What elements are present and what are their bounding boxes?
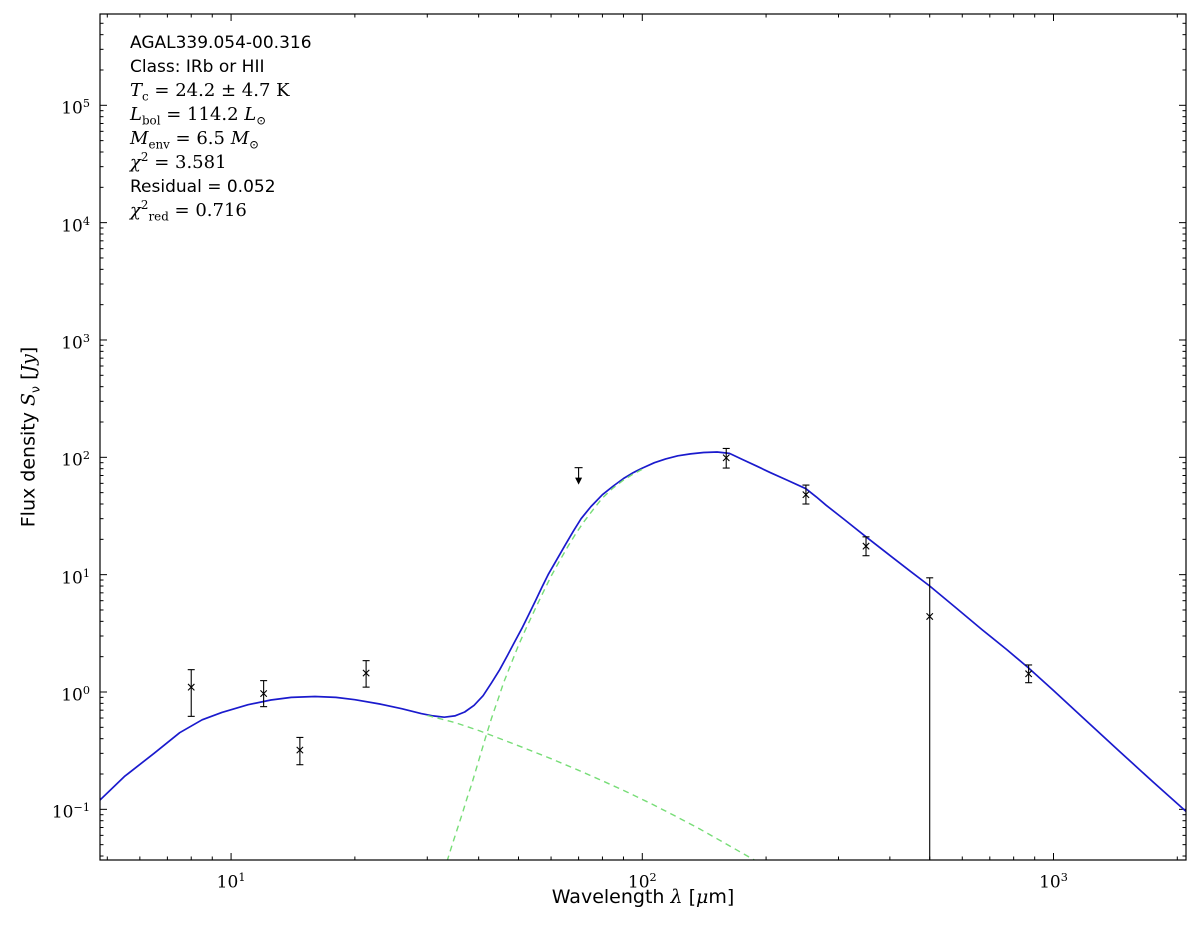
y-tick-label: 103 [61, 331, 90, 354]
data-points [187, 447, 1033, 860]
data-point [862, 536, 870, 557]
y-tick-label: 101 [61, 566, 90, 589]
x-tick-label: 101 [216, 871, 246, 893]
data-point [1025, 664, 1033, 684]
annotation-line: Lbol = 114.2 L⊙ [130, 104, 267, 128]
annotation-line: Class: IRb or HII [130, 57, 265, 77]
plot-frame [99, 13, 1187, 861]
total-model-fit-curve [100, 451, 1186, 813]
data-point [802, 484, 810, 505]
annotation-line: Residual = 0.052 [130, 177, 276, 197]
annotation-block: AGAL339.054-00.316 Class: IRb or HII Tc = … [130, 31, 312, 223]
x-tick-label: 102 [627, 871, 657, 893]
x-axis-label: Wavelength λ [μm] [551, 886, 735, 908]
annotation-line: χ2red = 0.716 [130, 198, 247, 224]
data-point [260, 680, 268, 708]
data-point [926, 577, 934, 860]
y-tick-label: 100 [61, 683, 90, 706]
y-tick-label: 104 [61, 214, 90, 237]
y-axis-label: Flux density Sν [Jy] [17, 346, 43, 528]
annotation-line: Menv = 6.5 M⊙ [130, 128, 260, 152]
y-tick-label: 105 [61, 97, 90, 119]
upper-limit-arrow-icon [575, 477, 583, 485]
cold-component-curve [446, 468, 643, 860]
y-tick-label: 10−1 [51, 801, 90, 823]
data-point [187, 669, 195, 717]
x-tick-label: 103 [1039, 871, 1068, 893]
annotation-line: χ2 = 3.581 [130, 150, 227, 173]
annotation-line: Tc = 24.2 ± 4.7 K [130, 80, 290, 104]
data-point [296, 736, 304, 766]
warm-component-curve [427, 714, 756, 860]
data-point [574, 467, 583, 485]
data-point [362, 660, 370, 688]
annotation-line: AGAL339.054-00.316 [130, 33, 312, 53]
data-point [722, 447, 730, 469]
y-tick-label: 102 [61, 449, 90, 471]
